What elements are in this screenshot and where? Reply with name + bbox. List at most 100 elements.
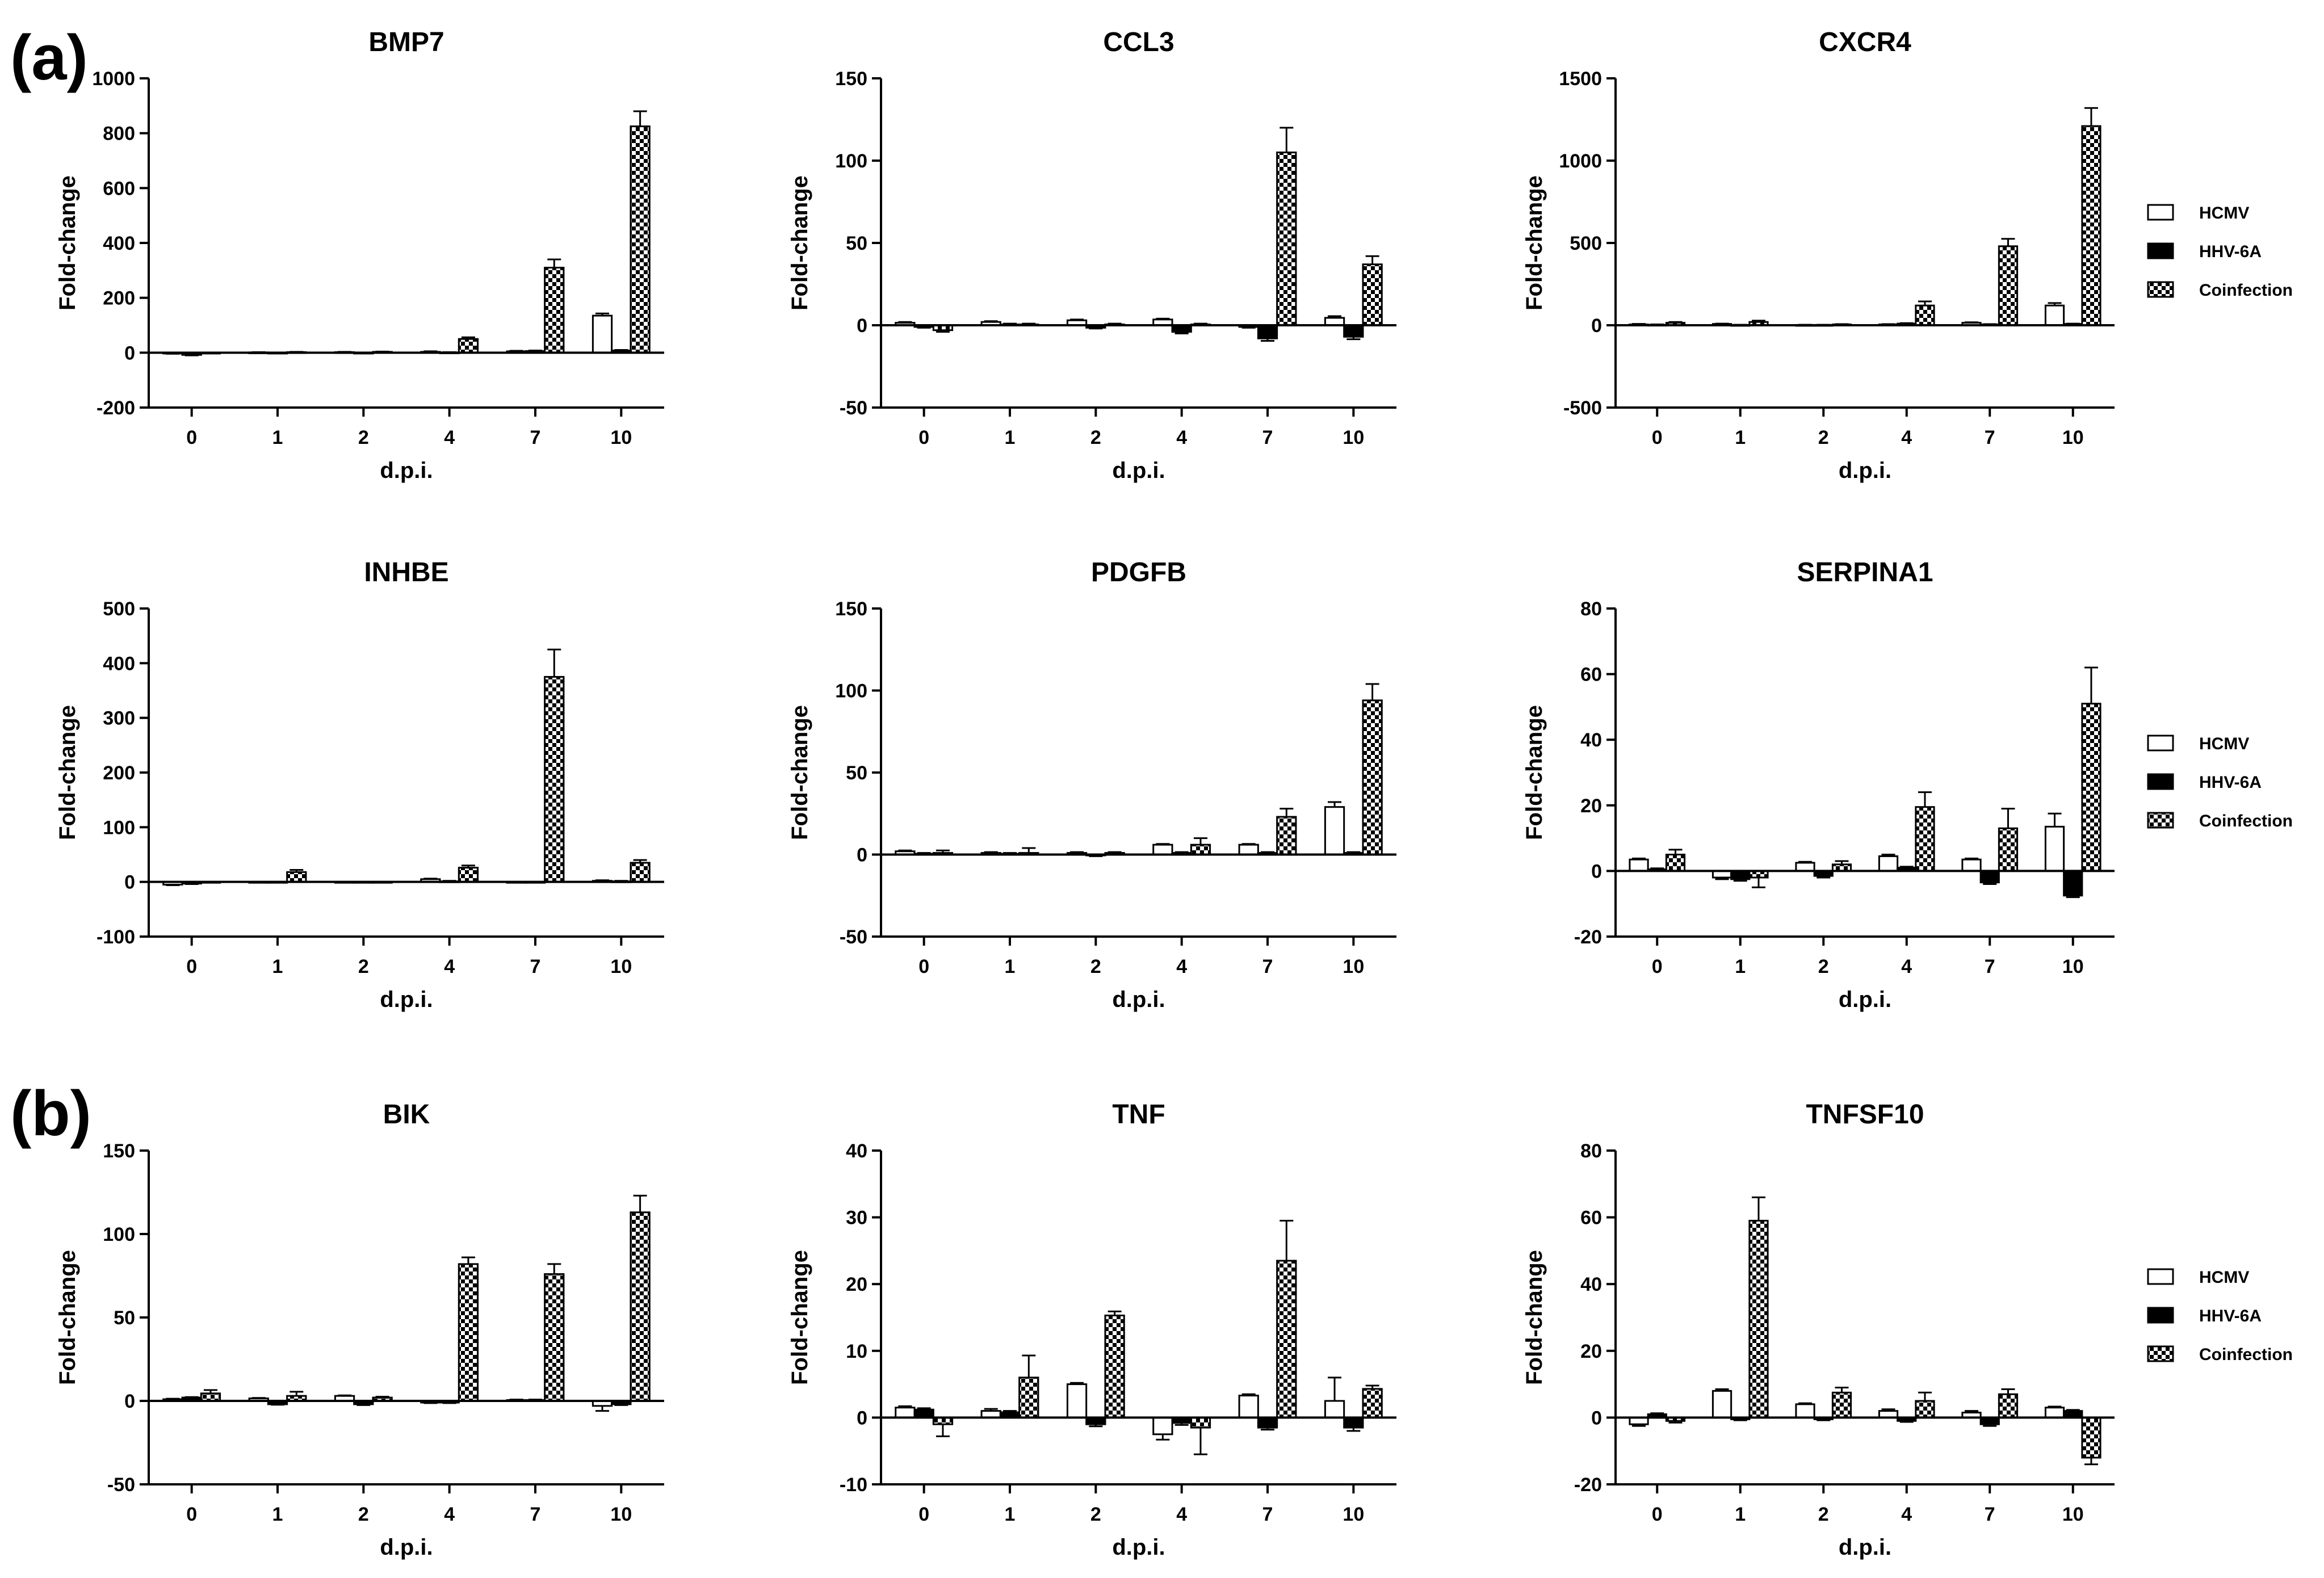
- panel-label-a: (a): [10, 22, 88, 93]
- x-tick-label: 10: [2062, 956, 2084, 977]
- legend-label: HHV-6A: [2199, 1307, 2262, 1325]
- bar-coinfection: [286, 871, 307, 883]
- y-tick-label: 150: [103, 1140, 135, 1162]
- y-tick-label: 0: [857, 845, 867, 866]
- bar-coinfection: [1748, 1219, 1769, 1418]
- x-tick-label: 0: [1652, 956, 1663, 977]
- x-tick-label: 2: [1818, 427, 1829, 448]
- chart-title: CXCR4: [1819, 27, 1911, 57]
- x-axis-label: d.p.i.: [1839, 458, 1891, 483]
- x-tick-label: 4: [444, 427, 455, 448]
- legend-label: HCMV: [2199, 204, 2249, 223]
- x-axis-label: d.p.i.: [1112, 1535, 1165, 1560]
- bar-coinfection: [2081, 1416, 2101, 1459]
- x-tick-label: 0: [186, 956, 197, 977]
- y-axis-label: Fold-change: [55, 175, 80, 310]
- x-tick-label: 10: [1343, 1504, 1364, 1525]
- y-tick-label: 20: [846, 1274, 867, 1295]
- y-tick-label: -500: [1563, 397, 1602, 419]
- x-tick-label: 10: [1343, 956, 1364, 977]
- x-tick-label: 0: [1652, 427, 1663, 448]
- bar-coinfection: [544, 675, 565, 883]
- y-tick-label: 80: [1580, 598, 1602, 620]
- bar-hcmv: [895, 1407, 916, 1418]
- y-tick-label: 500: [103, 598, 135, 620]
- y-tick-label: 20: [1580, 1341, 1602, 1362]
- y-tick-label: -50: [840, 926, 867, 948]
- bar-coinfection: [1998, 1393, 2019, 1418]
- y-tick-label: 0: [124, 342, 135, 364]
- y-axis-label: Fold-change: [1522, 175, 1547, 310]
- x-tick-label: 4: [1901, 956, 1912, 977]
- x-tick-label: 10: [610, 1504, 632, 1525]
- x-tick-label: 0: [186, 1504, 197, 1525]
- bar-coinfection: [458, 338, 479, 354]
- x-tick-label: 0: [918, 1504, 929, 1525]
- y-tick-label: 0: [857, 315, 867, 337]
- y-tick-label: 1000: [1559, 150, 1602, 172]
- bar-hcmv: [592, 314, 613, 354]
- y-tick-label: 50: [846, 762, 867, 784]
- x-tick-label: 4: [1176, 956, 1187, 977]
- legend-label: Coinfection: [2199, 812, 2293, 830]
- legend-swatch-hcmv: [2147, 1268, 2174, 1285]
- bar-coinfection: [1276, 1260, 1297, 1418]
- bar-hcmv: [1711, 1390, 1732, 1418]
- y-tick-label: 0: [1591, 861, 1602, 882]
- bar-hcmv: [2044, 825, 2065, 872]
- x-tick-label: 7: [530, 427, 541, 448]
- y-tick-label: -50: [840, 397, 867, 419]
- y-tick-label: 150: [835, 598, 867, 620]
- y-tick-label: 10: [846, 1341, 867, 1362]
- bar-coinfection: [2081, 125, 2101, 326]
- x-axis-label: d.p.i.: [1112, 987, 1165, 1012]
- y-tick-label: 100: [835, 681, 867, 702]
- legend-swatch-hcmv: [2147, 204, 2174, 221]
- x-tick-label: 4: [444, 956, 455, 977]
- bar-coinfection: [1915, 304, 1935, 326]
- chart-title: TNF: [1112, 1099, 1165, 1130]
- y-tick-label: -20: [1574, 1474, 1602, 1496]
- y-tick-label: -100: [97, 926, 135, 948]
- bar-coinfection: [1665, 854, 1686, 872]
- bar-hhv-6a: [1257, 324, 1278, 339]
- x-tick-label: 4: [444, 1504, 455, 1525]
- x-axis-label: d.p.i.: [380, 458, 433, 483]
- y-tick-label: 40: [1580, 1274, 1602, 1295]
- x-tick-label: 4: [1901, 427, 1912, 448]
- y-axis-label: Fold-change: [787, 1250, 812, 1385]
- y-tick-label: 100: [103, 1224, 135, 1245]
- y-axis-label: Fold-change: [1522, 705, 1547, 840]
- legend-label: HHV-6A: [2199, 242, 2262, 261]
- y-tick-label: 100: [103, 817, 135, 838]
- x-axis-label: d.p.i.: [380, 987, 433, 1012]
- legend-swatch-coinfection: [2147, 1345, 2174, 1362]
- bar-hhv-6a: [2063, 870, 2083, 897]
- x-tick-label: 0: [186, 427, 197, 448]
- chart-title: INHBE: [364, 557, 448, 587]
- y-tick-label: 100: [835, 150, 867, 172]
- y-axis-label: Fold-change: [787, 705, 812, 840]
- chart-title: BMP7: [368, 27, 444, 57]
- y-tick-label: 400: [103, 233, 135, 254]
- x-tick-label: 2: [1090, 956, 1101, 977]
- x-tick-label: 1: [272, 1504, 283, 1525]
- bar-coinfection: [1104, 1314, 1125, 1418]
- chart-cxcr4: CXCR4 -500 0 500 1000 1500 Fold-change 0 1 2 4 7 10 d…: [1522, 27, 2293, 483]
- y-axis-label: Fold-change: [55, 705, 80, 840]
- x-tick-label: 2: [1818, 1504, 1829, 1525]
- x-tick-label: 7: [1262, 1504, 1273, 1525]
- x-tick-label: 4: [1176, 427, 1187, 448]
- x-tick-label: 1: [1005, 956, 1016, 977]
- x-tick-label: 1: [1735, 427, 1746, 448]
- x-tick-label: 7: [1262, 427, 1273, 448]
- x-tick-label: 10: [2062, 1504, 2084, 1525]
- chart-title: BIK: [383, 1099, 430, 1130]
- y-tick-label: 0: [857, 1407, 867, 1429]
- x-tick-label: 7: [530, 1504, 541, 1525]
- y-tick-label: -200: [97, 397, 135, 419]
- legend: HCMV HHV-6A Coinfection: [2147, 1268, 2293, 1364]
- bar-hcmv: [1795, 862, 1815, 872]
- bar-coinfection: [1362, 1388, 1383, 1418]
- bar-hhv-6a: [1343, 324, 1364, 338]
